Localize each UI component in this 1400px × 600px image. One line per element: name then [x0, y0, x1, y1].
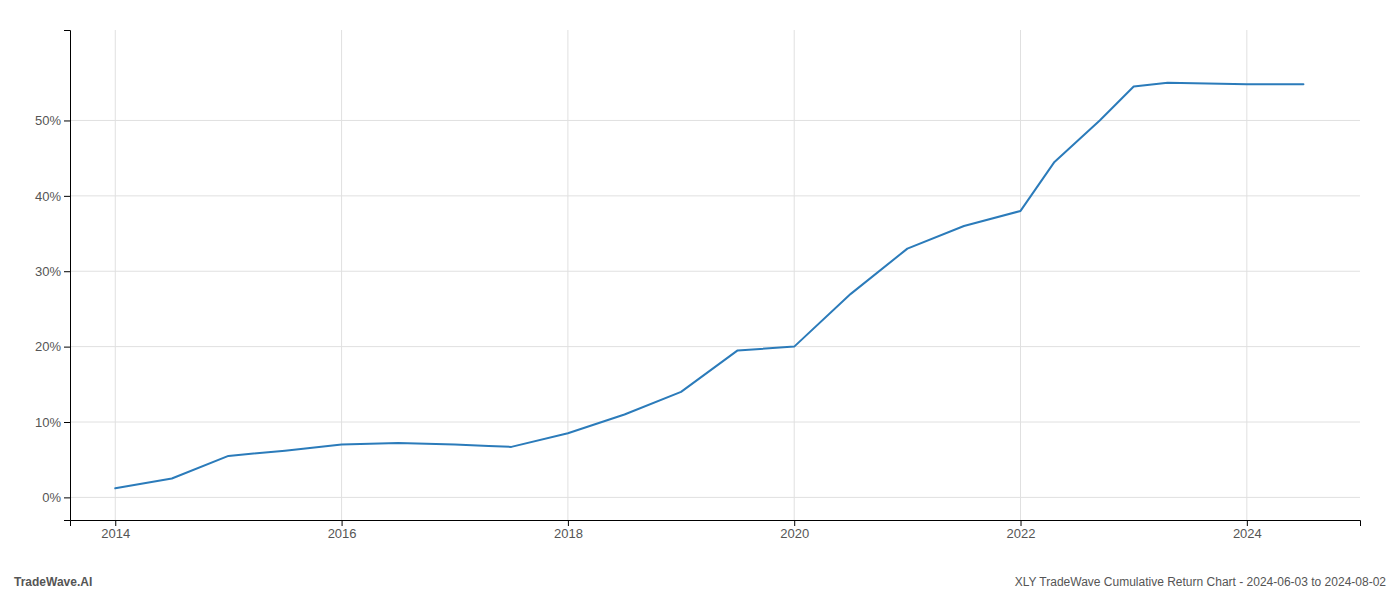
grid-line-y	[70, 346, 1360, 347]
y-tick: 0%	[42, 490, 70, 505]
x-tick-label: 2020	[780, 526, 809, 541]
x-tick-mark	[568, 520, 569, 526]
y-tick-label: 40%	[35, 189, 61, 204]
footer-left: TradeWave.AI	[14, 575, 92, 589]
y-tick-label: 0%	[42, 490, 61, 505]
grid-line-y	[70, 422, 1360, 423]
x-tick-mark	[794, 520, 795, 526]
x-tick-label: 2016	[328, 526, 357, 541]
y-tick-mark	[64, 120, 70, 121]
x-tick: 2016	[328, 520, 357, 541]
x-tick: 2022	[1007, 520, 1036, 541]
y-tick-label: 50%	[35, 113, 61, 128]
grid-line-x	[794, 30, 795, 520]
x-tick: 2018	[554, 520, 583, 541]
x-tick-mark	[1247, 520, 1248, 526]
y-tick-mark	[64, 271, 70, 272]
line	[115, 83, 1303, 489]
footer-right: XLY TradeWave Cumulative Return Chart - …	[1015, 575, 1387, 589]
x-tick: 2014	[101, 520, 130, 541]
grid	[70, 30, 1360, 520]
x-tick-label: 2014	[101, 526, 130, 541]
x-tick: 2020	[780, 520, 809, 541]
chart: 2014 2016 2018 2020 2022 2024 0% 10% 20% 30% 40% 50…	[0, 0, 1400, 600]
y-tick: 20%	[35, 339, 70, 354]
grid-line-y	[70, 497, 1360, 498]
y-tick-label: 10%	[35, 415, 61, 430]
grid-line-x	[115, 30, 116, 520]
y-tick-label: 30%	[35, 264, 61, 279]
plot-area: 2014 2016 2018 2020 2022 2024 0% 10% 20% 30% 40% 50…	[35, 30, 1361, 541]
y-tick-mark	[64, 196, 70, 197]
y-tick: 30%	[35, 264, 70, 279]
y-tick-label: 20%	[35, 339, 61, 354]
x-axis: 2014 2016 2018 2020 2022 2024	[71, 520, 1361, 541]
marks	[115, 83, 1303, 489]
x-tick-label: 2024	[1233, 526, 1262, 541]
x-tick-mark	[115, 520, 116, 526]
grid-line-y	[70, 120, 1360, 121]
y-tick-mark	[64, 497, 70, 498]
y-axis-line	[64, 31, 71, 521]
y-tick-mark	[64, 347, 70, 348]
grid-line-x	[567, 30, 568, 520]
y-tick-mark	[64, 422, 70, 423]
grid-line-y	[70, 195, 1360, 196]
y-tick: 10%	[35, 415, 70, 430]
grid-line-x	[1246, 30, 1247, 520]
grid-line-x	[341, 30, 342, 520]
grid-line-y	[70, 271, 1360, 272]
y-axis: 0% 10% 20% 30% 40% 50%	[35, 31, 71, 521]
y-tick: 40%	[35, 189, 70, 204]
y-tick: 50%	[35, 113, 70, 128]
x-tick-mark	[1021, 520, 1022, 526]
x-tick-label: 2018	[554, 526, 583, 541]
x-tick-label: 2022	[1007, 526, 1036, 541]
grid-line-x	[1020, 30, 1021, 520]
x-tick-mark	[342, 520, 343, 526]
x-tick: 2024	[1233, 520, 1262, 541]
x-axis-line	[71, 521, 1361, 527]
